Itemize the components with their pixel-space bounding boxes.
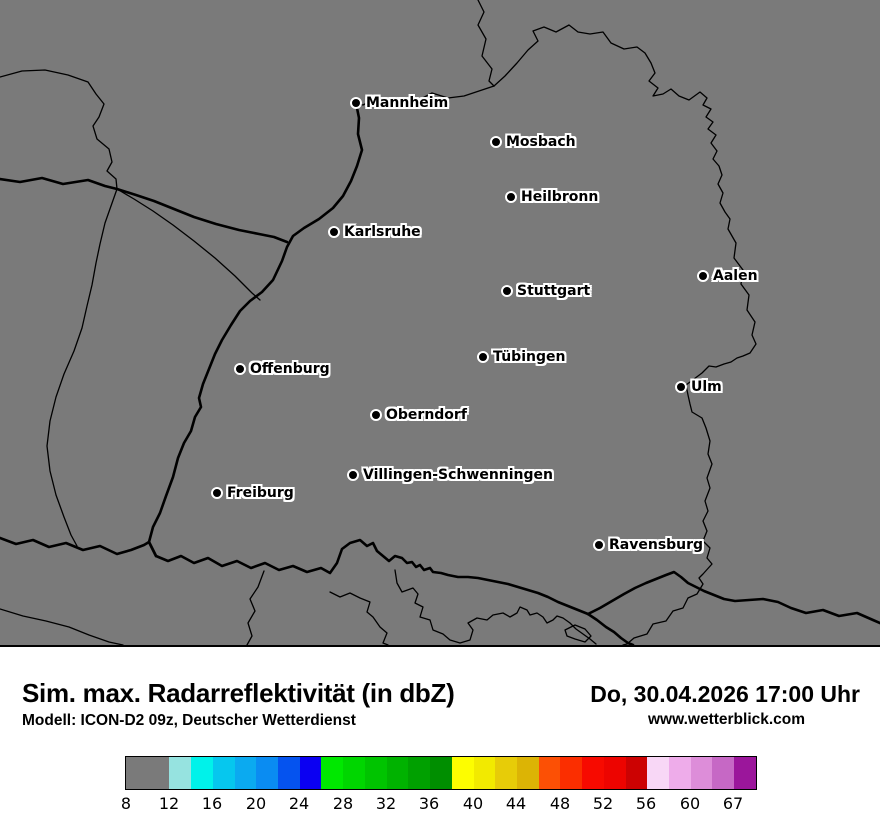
city-dot-icon [234, 363, 246, 375]
legend-segment [734, 757, 756, 789]
border-bw-north [356, 85, 495, 106]
website-label: www.wetterblick.com [648, 711, 806, 728]
city-label: Mannheim [366, 95, 449, 111]
legend-segment [495, 757, 517, 789]
legend-segment [408, 757, 431, 789]
legend-tick: 28 [332, 794, 354, 813]
city-label: Stuttgart [517, 283, 591, 299]
border-konstanz [394, 569, 597, 645]
border-austria [586, 570, 880, 625]
legend-segment [256, 757, 279, 789]
city-dot-icon [501, 285, 513, 297]
border-alsace [116, 188, 261, 301]
border-thurgau [329, 591, 389, 645]
legend-segment [668, 757, 691, 789]
border-swiss-main [147, 538, 635, 645]
legend-segment [560, 757, 583, 789]
legend-segment [343, 757, 365, 789]
legend-segment [126, 757, 170, 789]
legend-segment [278, 757, 300, 789]
city-label: Freiburg [227, 485, 294, 501]
legend-segment [430, 757, 452, 789]
border-canton [246, 570, 265, 645]
legend-segment [582, 757, 604, 789]
legend-segment [212, 757, 235, 789]
city-label: Offenburg [250, 361, 330, 377]
legend-segment [603, 757, 626, 789]
border-jura [0, 608, 124, 645]
city-label: Villingen-Schwenningen [363, 467, 554, 483]
legend-tick: 67 [722, 794, 744, 813]
reflectivity-colorbar [125, 756, 757, 790]
city-label: Oberndorf [386, 407, 467, 423]
city-dot-icon [350, 97, 362, 109]
city-dot-icon [490, 136, 502, 148]
border-bavaria [493, 24, 757, 645]
city-label: Ravensburg [609, 537, 704, 553]
legend-tick: 16 [201, 794, 223, 813]
city-label: Tübingen [493, 349, 566, 365]
border-vosges [0, 69, 118, 547]
legend-segment [364, 757, 387, 789]
legend-segment [386, 757, 409, 789]
legend-tick: 20 [245, 794, 267, 813]
city-dot-icon [477, 351, 489, 363]
city-dot-icon [211, 487, 223, 499]
legend-segment [538, 757, 561, 789]
city-label: Heilbronn [521, 189, 599, 205]
legend-segment [473, 757, 496, 789]
legend-segment [625, 757, 648, 789]
border-lauter [0, 176, 289, 244]
legend-segment [321, 757, 344, 789]
legend-segment [451, 757, 474, 789]
city-dot-icon [505, 191, 517, 203]
city-dot-icon [370, 409, 382, 421]
legend-tick: 8 [120, 794, 132, 813]
page-title: Sim. max. Radarreflektivität (in dbZ) [22, 678, 455, 708]
legend-tick: 40 [462, 794, 484, 813]
city-label: Mosbach [506, 134, 576, 150]
legend-tick: 36 [418, 794, 440, 813]
legend-segment [234, 757, 257, 789]
city-label: Aalen [713, 268, 758, 284]
border-swiss-west [0, 536, 151, 556]
radar-map: Mannheim Mosbach Heilbronn Karlsruhe Aal… [0, 0, 880, 647]
city-dot-icon [697, 270, 709, 282]
city-dot-icon [675, 381, 687, 393]
legend-segment [169, 757, 192, 789]
map-borders [0, 0, 880, 645]
city-dot-icon [593, 539, 605, 551]
legend-segment [516, 757, 539, 789]
city-dot-icon [347, 469, 359, 481]
legend-tick: 52 [592, 794, 614, 813]
border-lake-loop [564, 624, 592, 643]
legend-segment [647, 757, 669, 789]
border-rhine-france [147, 101, 364, 558]
legend-segment [299, 757, 322, 789]
border-hesse [477, 0, 495, 87]
city-label: Ulm [691, 379, 722, 395]
city-dot-icon [328, 226, 340, 238]
model-info: Modell: ICON-D2 09z, Deutscher Wetterdie… [22, 712, 356, 729]
legend-tick: 56 [635, 794, 657, 813]
legend-tick: 48 [549, 794, 571, 813]
legend-tick: 44 [505, 794, 527, 813]
legend-segment [712, 757, 735, 789]
legend-tick: 32 [375, 794, 397, 813]
datetime-label: Do, 30.04.2026 17:00 Uhr [590, 681, 860, 707]
legend-segment [191, 757, 213, 789]
city-label: Karlsruhe [344, 224, 421, 240]
legend-tick: 12 [158, 794, 180, 813]
legend-tick: 24 [288, 794, 310, 813]
legend-segment [690, 757, 713, 789]
legend-tick: 60 [679, 794, 701, 813]
